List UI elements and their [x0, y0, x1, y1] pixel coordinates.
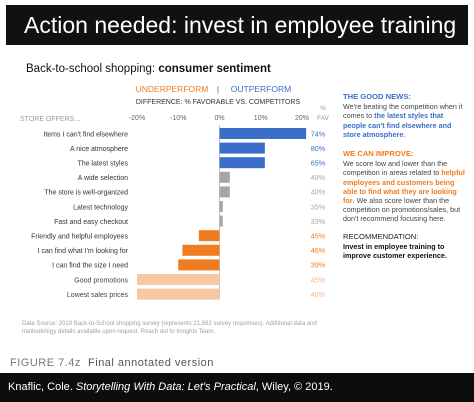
subtitle-bold: consumer sentiment — [158, 63, 271, 75]
chart-subtitle: Back-to-school shopping: consumer sentim… — [26, 63, 271, 75]
category-label: The store is well-organized — [44, 190, 128, 197]
bar — [219, 171, 230, 183]
citation-author: Knaflic, Cole. — [8, 381, 76, 393]
citation-book: Storytelling With Data: Let's Practical — [75, 381, 256, 393]
x-tick-label: 20% — [295, 115, 309, 122]
category-label: Latest technology — [73, 204, 128, 211]
figure-label: FIGURE 7.4z — [10, 357, 81, 369]
bar — [137, 274, 220, 285]
underperform-label: UNDERPERFORM — [136, 84, 209, 94]
good-news-header: THE GOOD NEWS: — [343, 92, 411, 101]
category-label: Lowest sales prices — [67, 292, 129, 299]
good-news-text: We're beating the competition when it co… — [343, 102, 465, 139]
fav-value: 46% — [311, 246, 326, 255]
x-tick-label: 10% — [254, 115, 268, 122]
fav-header-2: FAV — [317, 115, 329, 122]
good-news-highlight: the latest styles that people can't find… — [343, 111, 452, 139]
page-title: Action needed: invest in employee traini… — [24, 12, 457, 38]
bar — [219, 142, 265, 154]
category-label: Fast and easy checkout — [54, 219, 128, 226]
bar-chart: UNDERPERFORM | OUTPERFORM DIFFERENCE: % … — [20, 84, 330, 300]
category-label: The latest styles — [77, 161, 128, 168]
fav-value: 45% — [311, 275, 326, 284]
improve-text: We score low and lower than the competit… — [343, 159, 465, 223]
bar — [178, 259, 220, 271]
category-label: A wide selection — [78, 175, 128, 182]
axis-title: DIFFERENCE: % FAVORABLE VS. COMPETITORS — [136, 99, 301, 106]
fav-value: 45% — [311, 232, 326, 241]
title-bar: Action needed: invest in employee traini… — [6, 5, 468, 45]
bar — [219, 201, 223, 212]
fav-value: 74% — [311, 129, 326, 138]
bar — [219, 128, 307, 139]
bar — [182, 244, 220, 256]
bar — [219, 157, 265, 169]
figure-caption-text: Final annotated version — [88, 357, 214, 369]
citation: Knaflic, Cole. Storytelling With Data: L… — [8, 381, 333, 393]
footer-bar: Knaflic, Cole. Storytelling With Data: L… — [0, 373, 474, 402]
fav-value: 65% — [311, 159, 326, 168]
fav-value: 40% — [311, 290, 326, 299]
bar — [198, 230, 220, 242]
category-label: I can find what I'm looking for — [38, 248, 129, 255]
fav-value: 33% — [311, 217, 326, 226]
fav-value: 35% — [311, 202, 326, 211]
category-label: Items I can't find elsewhere — [43, 131, 128, 138]
improve-highlight: helpful employees and customers being ab… — [343, 168, 465, 206]
fav-header-1: % — [320, 105, 326, 112]
citation-rest: , Wiley, © 2019. — [255, 381, 333, 393]
category-label: A nice atmosphere — [70, 146, 128, 153]
good-news-part-3: . — [403, 129, 406, 139]
bar — [219, 186, 230, 198]
fav-value: 40% — [311, 188, 326, 197]
recommendation-text: Invest in employee training to improve c… — [343, 241, 447, 261]
fav-value: 80% — [311, 144, 326, 153]
category-label: I can find the size I need — [52, 263, 128, 270]
bar — [137, 288, 220, 300]
data-source-note: Data Source: 2019 Back-to-School shoppin… — [22, 321, 317, 335]
improve-header: WE CAN IMPROVE: — [343, 149, 414, 159]
x-tick-label: -20% — [129, 115, 145, 122]
perf-divider: | — [217, 84, 219, 94]
category-label: Good promotions — [74, 277, 128, 284]
recommendation-header: RECOMMENDATION: — [343, 231, 419, 241]
improve-part-3: . We also score lower than the competiti… — [343, 196, 461, 224]
subtitle-prefix: Back-to-school shopping: — [26, 63, 159, 75]
annotation-panel: THE GOOD NEWS: We're beating the competi… — [343, 92, 465, 260]
x-tick-label: -10% — [170, 115, 186, 122]
bar — [219, 215, 223, 227]
fav-value: 49% — [311, 173, 326, 182]
improve-part-1: We score low and lower than the competit… — [343, 159, 448, 178]
category-label: Friendly and helpful employees — [31, 234, 128, 241]
good-news-part-1: We're beating the competition when it co… — [343, 102, 463, 121]
fav-value: 39% — [311, 261, 326, 270]
row-header: STORE OFFERS... — [20, 116, 80, 123]
figure-caption: FIGURE 7.4z Final annotated version — [10, 357, 214, 369]
outperform-label: OUTPERFORM — [231, 84, 291, 94]
x-tick-label: 0% — [214, 115, 224, 122]
